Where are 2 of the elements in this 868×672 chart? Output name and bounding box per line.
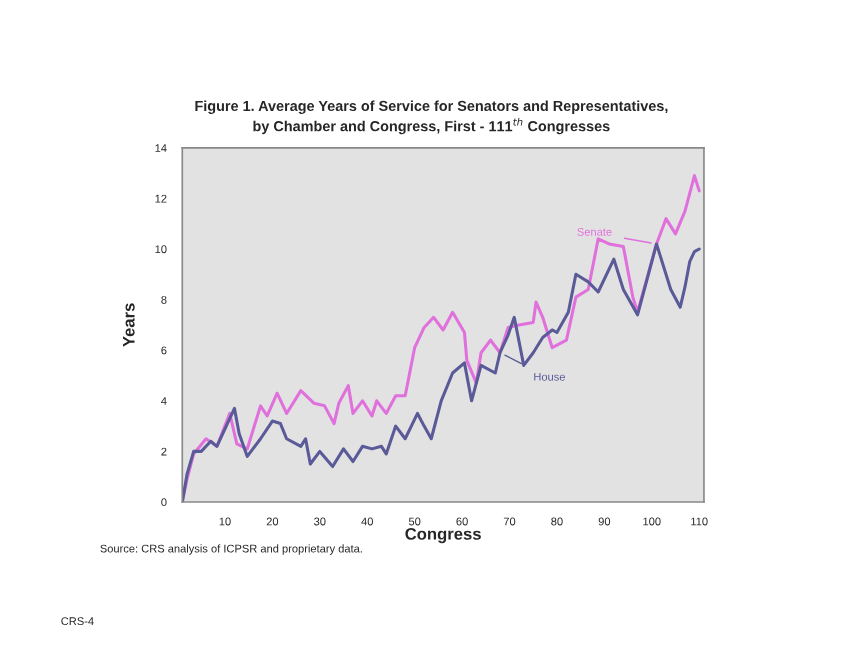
- y-axis-title: Years: [123, 303, 135, 347]
- x-axis-title: Congress: [405, 527, 481, 544]
